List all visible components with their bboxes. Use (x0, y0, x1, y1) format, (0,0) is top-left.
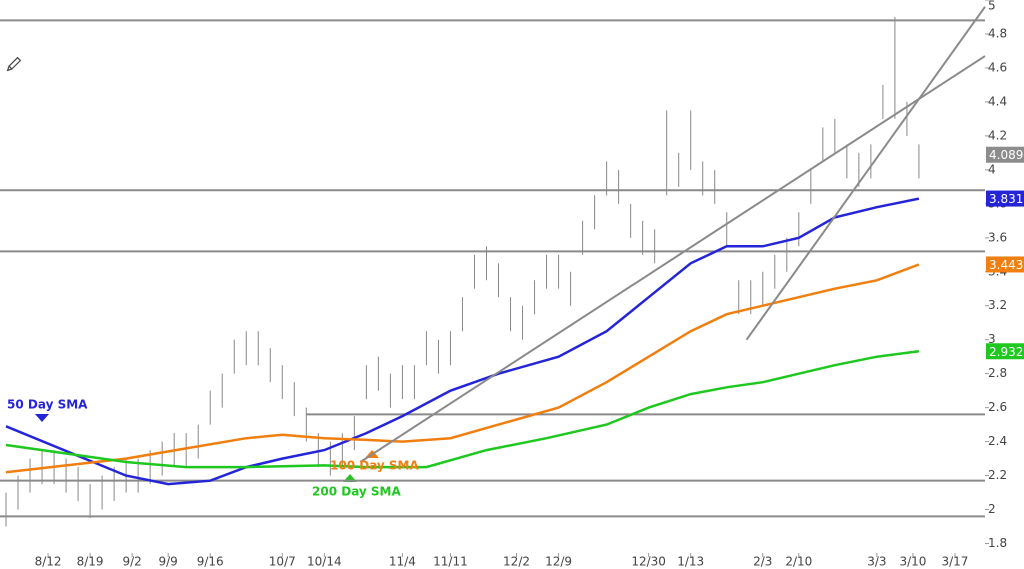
trendline (359, 55, 986, 463)
x-tick-label: 3/10 (899, 555, 926, 569)
price-label-box (986, 146, 1024, 163)
sma-line (5, 263, 920, 474)
y-tick-label: 4.8 (988, 26, 1007, 40)
x-tick-label: 12/2 (503, 555, 530, 569)
price-label-box (986, 190, 1024, 207)
sma-line (5, 350, 920, 469)
y-tick-label: 2.4 (988, 434, 1007, 448)
x-tick-label: 11/11 (433, 555, 468, 569)
x-tick-label: 9/16 (197, 555, 224, 569)
x-tick-label: 9/9 (159, 555, 178, 569)
sma-line (5, 197, 920, 486)
price-label: 4.089 (989, 148, 1023, 162)
x-tick-label: 1/13 (677, 555, 704, 569)
y-tick-label: 3.2 (988, 298, 1007, 312)
y-tick-label: 2.2 (988, 468, 1007, 482)
price-label: 3.831 (989, 192, 1023, 206)
y-tick-label: 3.6 (988, 230, 1007, 244)
sma-label: 200 Day SMA (312, 485, 402, 499)
price-label-box (986, 343, 1024, 360)
trendline (745, 6, 986, 341)
x-tick-label: 8/19 (77, 555, 104, 569)
y-tick-label: 4 (988, 162, 996, 176)
x-tick-label: 2/3 (753, 555, 772, 569)
y-tick-label: 4.4 (988, 94, 1007, 108)
x-tick-label: 3/3 (867, 555, 886, 569)
x-tick-label: 3/17 (941, 555, 968, 569)
x-tick-label: 8/12 (35, 555, 62, 569)
y-tick-label: 1.8 (988, 536, 1007, 550)
x-tick-label: 11/4 (389, 555, 416, 569)
y-tick-label: 5 (988, 0, 996, 13)
price-label-box (986, 256, 1024, 273)
y-tick-label: 4.6 (988, 60, 1007, 74)
x-tick-label: 12/9 (545, 555, 572, 569)
x-tick-label: 12/30 (631, 555, 666, 569)
x-tick-label: 2/10 (785, 555, 812, 569)
y-tick-label: 2.8 (988, 366, 1007, 380)
sma-label: 100 Day SMA (330, 459, 420, 473)
y-tick-label: 2 (988, 502, 996, 516)
pencil-icon (6, 56, 22, 72)
x-tick-label: 10/14 (307, 555, 342, 569)
x-tick-label: 9/2 (122, 555, 141, 569)
y-tick-label: 2.6 (988, 400, 1007, 414)
sma-marker (35, 414, 49, 422)
price-label: 3.443 (989, 258, 1023, 272)
sma-label: 50 Day SMA (7, 398, 88, 412)
x-tick-label: 10/7 (269, 555, 296, 569)
y-tick-label: 3 (988, 332, 996, 346)
price-label: 2.932 (989, 345, 1023, 359)
y-tick-label: 4.2 (988, 128, 1007, 142)
